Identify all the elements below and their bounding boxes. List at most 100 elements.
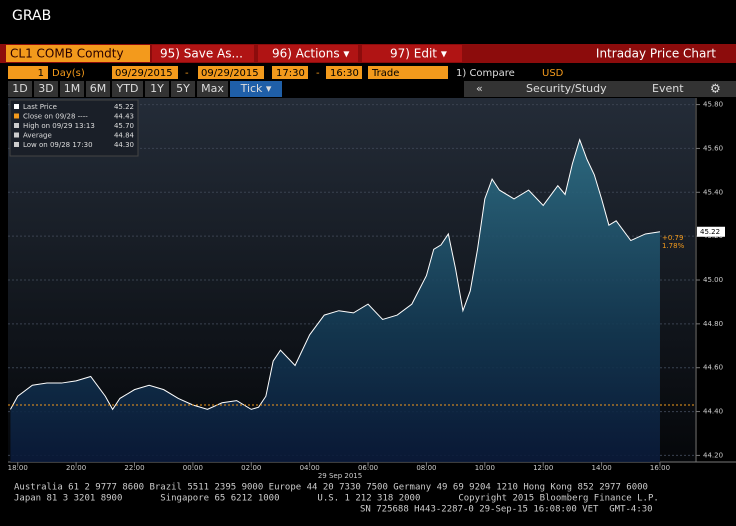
menu-button[interactable] [152, 45, 254, 62]
tab[interactable] [230, 81, 282, 97]
dash: - [316, 68, 320, 79]
input[interactable] [272, 66, 308, 79]
legend-value: 44.30 [114, 141, 134, 149]
compare[interactable]: 1) Compare [456, 68, 515, 79]
tab-label: 6M [90, 82, 107, 95]
input[interactable] [326, 66, 362, 79]
legend-value: 44.84 [114, 132, 135, 140]
tab-label: Tick ▾ [240, 82, 272, 95]
start-date: 09/29/2015 [115, 68, 173, 79]
field: Trade [371, 68, 399, 79]
footer-line: Japan 81 3 3201 8900 Singapore 65 6212 1… [14, 494, 659, 504]
legend-value: 44.43 [114, 113, 134, 121]
dash: - [185, 68, 189, 79]
legend-swatch [14, 123, 19, 128]
x-tick-label: 00:00 [183, 464, 203, 472]
x-tick-label: 02:00 [241, 464, 261, 472]
date-label: 29 Sep 2015 [318, 472, 362, 480]
event-button[interactable]: Event [652, 82, 684, 95]
tab-label: 1Y [150, 82, 164, 95]
tab-label: YTD [116, 82, 139, 95]
security-field[interactable] [6, 45, 150, 62]
tab[interactable] [145, 81, 169, 97]
legend-name: Close on 09/28 ---- [23, 113, 88, 121]
tab[interactable] [197, 81, 228, 97]
tab[interactable] [171, 81, 195, 97]
tab-label: 1M [64, 82, 81, 95]
tab[interactable] [60, 81, 84, 97]
y-tick-label: 45.60 [703, 144, 723, 152]
y-tick-label: 44.60 [703, 364, 723, 372]
toolbar [464, 81, 736, 97]
chart: 44.2044.4044.6044.8045.0045.2045.4045.60… [8, 101, 725, 472]
legend-name: Average [23, 132, 52, 140]
footer-line: SN 725688 H443-2287-0 29-Sep-15 16:08:00… [360, 505, 653, 515]
x-tick-label: 18:00 [8, 464, 28, 472]
y-tick-label: 45.80 [703, 101, 723, 109]
legend-name: High on 09/29 13:13 [23, 122, 95, 130]
x-tick-label: 16:00 [650, 464, 670, 472]
input[interactable] [8, 66, 48, 79]
y-tick-label: 44.80 [703, 320, 723, 328]
last-price-box [697, 226, 725, 237]
menu-button[interactable] [258, 45, 358, 62]
x-tick-label: 12:00 [533, 464, 553, 472]
price-line [9, 138, 661, 411]
x-tick-label: 20:00 [66, 464, 86, 472]
footer-line: Australia 61 2 9777 8600 Brazil 5511 239… [14, 483, 648, 493]
legend-swatch [14, 113, 19, 119]
study-button[interactable]: Security/Study [526, 82, 607, 95]
window-title: GRAB [12, 8, 51, 24]
view-title: Intraday Price Chart [596, 47, 716, 61]
y-tick-label: 44.40 [703, 408, 723, 416]
tab-label: 3D [38, 82, 53, 95]
tab[interactable] [112, 81, 143, 97]
tab[interactable] [34, 81, 58, 97]
y-tick-label: 45.00 [703, 276, 723, 284]
period: 1 [38, 68, 44, 79]
security: CL1 COMB Comdty [10, 47, 124, 61]
area-fill [10, 139, 660, 462]
menu-item[interactable]: 97) Edit ▾ [390, 47, 447, 61]
end-time: 16:30 [330, 68, 359, 79]
tab[interactable] [86, 81, 110, 97]
tab-label: Max [201, 82, 224, 95]
dropdown[interactable] [368, 66, 448, 79]
menu-button[interactable] [362, 45, 462, 62]
legend-value: 45.70 [114, 122, 134, 130]
unit: Day(s) [52, 68, 85, 79]
controls: 1 Day(s) 09/29/2015 - 09/29/2015 17:30 -… [8, 66, 564, 79]
x-tick-label: 14:00 [591, 464, 611, 472]
legend: Last Price 45.22 Close on 09/28 ---- 44.43 H… [14, 103, 135, 149]
change-pct: 1.78% [662, 242, 685, 250]
tab-bar: 1D 3D 1M 6M YTD 1Y 5Y Max Tick ▾ [8, 81, 282, 97]
footer: Australia 61 2 9777 8600 Brazil 5511 239… [14, 483, 659, 515]
x-tick-label: 06:00 [358, 464, 378, 472]
legend-swatch [14, 142, 19, 147]
y-tick-label: 44.20 [703, 451, 723, 459]
currency: USD [542, 68, 564, 79]
legend-swatch [14, 132, 19, 138]
input[interactable] [198, 66, 264, 79]
x-tick-label: 08:00 [416, 464, 436, 472]
menu-item[interactable]: 95) Save As... [160, 47, 243, 61]
tab[interactable] [8, 81, 32, 97]
collapse[interactable]: « [476, 82, 483, 95]
menu-item[interactable]: 96) Actions ▾ [272, 47, 349, 61]
end-date: 09/29/2015 [201, 68, 259, 79]
x-tick-label: 04:00 [300, 464, 320, 472]
y-tick-label: 45.40 [703, 188, 723, 196]
legend-swatch [14, 104, 19, 109]
tab-label: 1D [12, 82, 27, 95]
legend-box [9, 99, 139, 157]
input[interactable] [112, 66, 178, 79]
legend-name: Low on 09/28 17:30 [23, 141, 93, 149]
x-tick-label: 22:00 [124, 464, 144, 472]
settings-icon[interactable]: ⚙ [710, 82, 721, 96]
legend-value: 45.22 [114, 103, 134, 111]
legend-name: Last Price [23, 103, 57, 111]
start-time: 17:30 [276, 68, 305, 79]
last-price-label: 45.22 [700, 228, 720, 236]
